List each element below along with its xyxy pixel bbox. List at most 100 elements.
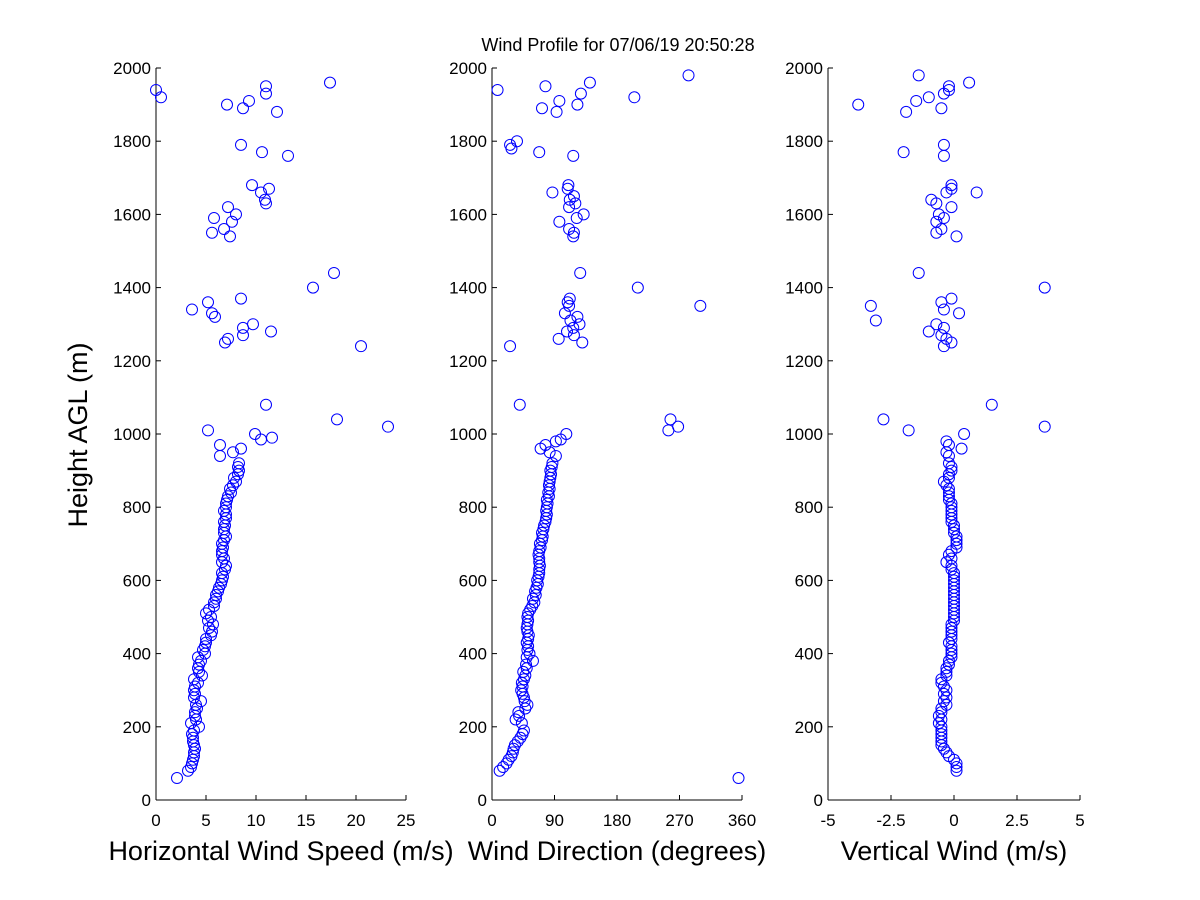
data-point [937, 340, 950, 353]
data-point [212, 585, 224, 598]
data-point [942, 636, 955, 649]
data-point [937, 149, 950, 162]
data-point [307, 281, 319, 294]
data-point [545, 460, 558, 473]
data-point [945, 464, 958, 477]
y-tick-label: 200 [123, 718, 151, 737]
data-point [940, 684, 953, 697]
data-point [219, 336, 231, 349]
data-point [549, 435, 562, 448]
data-point [150, 83, 162, 96]
x-tick-label: 25 [397, 811, 416, 830]
data-point [512, 706, 525, 719]
data-point [561, 325, 573, 338]
data-point [940, 446, 953, 459]
data-point [202, 296, 214, 309]
data-point [945, 182, 958, 195]
data-point [942, 449, 955, 462]
data-point [950, 761, 963, 774]
data-point [263, 182, 275, 195]
data-point [942, 80, 955, 93]
y-tick-label: 1600 [449, 205, 487, 224]
y-tick-label: 1600 [113, 205, 151, 224]
data-point [206, 625, 218, 638]
y-tick-label: 400 [123, 645, 151, 664]
data-point [260, 80, 272, 93]
data-point [502, 753, 515, 766]
data-point [945, 292, 958, 305]
data-point [533, 146, 546, 159]
data-point [235, 442, 247, 455]
data-point [518, 695, 531, 708]
data-point [912, 266, 925, 279]
data-point [942, 457, 955, 470]
x-tick-label: 0 [151, 811, 160, 830]
data-point [210, 592, 222, 605]
y-tick-label: 600 [795, 571, 823, 590]
data-point [563, 223, 576, 236]
data-point [563, 201, 576, 214]
data-point [664, 413, 677, 426]
data-point [185, 761, 197, 774]
data-point [265, 325, 277, 338]
data-point [208, 212, 220, 225]
data-point [937, 680, 950, 693]
data-point [935, 296, 948, 309]
data-point [567, 149, 580, 162]
data-point [950, 537, 963, 550]
data-point [852, 98, 865, 111]
data-point [567, 230, 580, 243]
data-point [517, 724, 530, 737]
data-point [516, 680, 529, 693]
data-point [950, 764, 963, 777]
data-point [672, 420, 685, 433]
data-point [900, 105, 913, 118]
data-point [571, 310, 584, 323]
data-point [571, 98, 584, 111]
panel-direction: 0 200 400 600 800 1000 1200 1400 1600 1800 2000 0 90… [449, 59, 766, 866]
data-point [940, 479, 953, 492]
data-point [922, 325, 935, 338]
data-point [932, 709, 945, 722]
data-point [546, 186, 559, 199]
data-point [940, 665, 953, 678]
y-tick-label: 600 [459, 571, 487, 590]
data-point [266, 431, 278, 444]
data-point [567, 329, 580, 342]
data-point [942, 548, 955, 561]
data-point [331, 413, 343, 426]
data-point [937, 138, 950, 151]
series-points [150, 76, 394, 785]
data-point [206, 226, 218, 239]
data-point [537, 523, 550, 536]
data-point [526, 654, 539, 667]
data-point [583, 76, 596, 89]
y-tick-label: 1000 [113, 425, 151, 444]
data-point [945, 625, 958, 638]
data-point [567, 190, 580, 203]
data-point [564, 314, 577, 327]
data-point [942, 438, 955, 451]
data-point [539, 438, 552, 451]
data-point [232, 460, 244, 473]
data-point [942, 490, 955, 503]
y-tick-label: 1400 [785, 279, 823, 298]
y-tick-label: 1800 [449, 132, 487, 151]
x-tick-label: 0 [487, 811, 496, 830]
data-point [577, 208, 590, 221]
data-point [206, 307, 218, 320]
data-point [955, 442, 968, 455]
data-point [877, 413, 890, 426]
data-point [945, 618, 958, 631]
data-point [558, 307, 571, 320]
y-tick-label: 1800 [785, 132, 823, 151]
data-point [935, 102, 948, 115]
data-point [243, 94, 255, 107]
data-point [508, 739, 521, 752]
data-point [513, 398, 526, 411]
data-point [864, 299, 877, 312]
data-point [948, 526, 960, 539]
data-point [950, 534, 963, 547]
y-tick-label: 1400 [449, 279, 487, 298]
